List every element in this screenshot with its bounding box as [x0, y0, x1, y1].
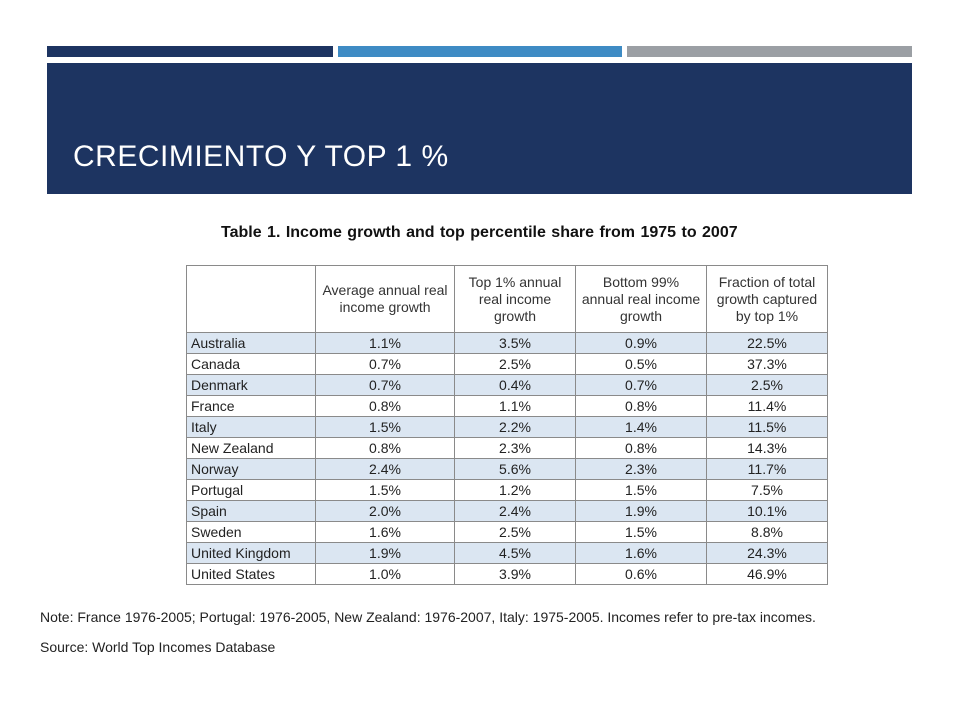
country-cell: Australia [186, 332, 316, 354]
top1-growth-cell: 1.2% [454, 479, 576, 501]
country-cell: Italy [186, 416, 316, 438]
table-row: Spain 2.0% 2.4% 1.9% 10.1% [186, 500, 828, 522]
bottom99-growth-cell: 1.5% [575, 521, 707, 543]
country-cell: France [186, 395, 316, 417]
slide-title: CRECIMIENTO Y TOP 1 % [73, 140, 449, 173]
top1-growth-cell: 1.1% [454, 395, 576, 417]
country-cell: United States [186, 563, 316, 585]
top1-growth-cell: 2.5% [454, 353, 576, 375]
table-header-row: Average annual real income growth Top 1%… [186, 265, 828, 333]
bottom99-growth-cell: 1.9% [575, 500, 707, 522]
average-growth-cell: 2.0% [315, 500, 455, 522]
fraction-top1-cell: 11.7% [706, 458, 828, 480]
title-band: CRECIMIENTO Y TOP 1 % [47, 63, 912, 194]
header-bottom99-growth: Bottom 99% annual real income growth [575, 265, 707, 333]
fraction-top1-cell: 2.5% [706, 374, 828, 396]
bottom99-growth-cell: 0.6% [575, 563, 707, 585]
accent-bar-blue [338, 46, 622, 57]
fraction-top1-cell: 11.5% [706, 416, 828, 438]
table-note: Note: France 1976-2005; Portugal: 1976-2… [40, 609, 816, 625]
table-row: Portugal 1.5% 1.2% 1.5% 7.5% [186, 479, 828, 501]
average-growth-cell: 0.8% [315, 437, 455, 459]
table-row: France 0.8% 1.1% 0.8% 11.4% [186, 395, 828, 417]
table-row: United States 1.0% 3.9% 0.6% 46.9% [186, 563, 828, 585]
top1-growth-cell: 2.3% [454, 437, 576, 459]
table-row: Italy 1.5% 2.2% 1.4% 11.5% [186, 416, 828, 438]
fraction-top1-cell: 46.9% [706, 563, 828, 585]
average-growth-cell: 1.9% [315, 542, 455, 564]
fraction-top1-cell: 10.1% [706, 500, 828, 522]
bottom99-growth-cell: 1.6% [575, 542, 707, 564]
top1-growth-cell: 2.2% [454, 416, 576, 438]
average-growth-cell: 1.5% [315, 479, 455, 501]
top1-growth-cell: 3.5% [454, 332, 576, 354]
fraction-top1-cell: 22.5% [706, 332, 828, 354]
bottom99-growth-cell: 1.4% [575, 416, 707, 438]
fraction-top1-cell: 14.3% [706, 437, 828, 459]
table-row: Sweden 1.6% 2.5% 1.5% 8.8% [186, 521, 828, 543]
table-caption: Table 1. Income growth and top percentil… [221, 224, 738, 241]
average-growth-cell: 0.8% [315, 395, 455, 417]
table-source: Source: World Top Incomes Database [40, 639, 276, 655]
bottom99-growth-cell: 2.3% [575, 458, 707, 480]
bottom99-growth-cell: 0.8% [575, 437, 707, 459]
country-cell: Norway [186, 458, 316, 480]
table-row: New Zealand 0.8% 2.3% 0.8% 14.3% [186, 437, 828, 459]
table-row: Denmark 0.7% 0.4% 0.7% 2.5% [186, 374, 828, 396]
average-growth-cell: 0.7% [315, 374, 455, 396]
average-growth-cell: 1.5% [315, 416, 455, 438]
average-growth-cell: 1.1% [315, 332, 455, 354]
country-cell: Canada [186, 353, 316, 375]
country-cell: Portugal [186, 479, 316, 501]
country-cell: New Zealand [186, 437, 316, 459]
header-fraction-top1: Fraction of total growth captured by top… [706, 265, 828, 333]
header-country [186, 265, 316, 333]
fraction-top1-cell: 8.8% [706, 521, 828, 543]
average-growth-cell: 2.4% [315, 458, 455, 480]
bottom99-growth-cell: 0.8% [575, 395, 707, 417]
country-cell: Spain [186, 500, 316, 522]
country-cell: Sweden [186, 521, 316, 543]
income-growth-table: Average annual real income growth Top 1%… [186, 265, 828, 585]
header-average-growth: Average annual real income growth [315, 265, 455, 333]
fraction-top1-cell: 37.3% [706, 353, 828, 375]
country-cell: United Kingdom [186, 542, 316, 564]
fraction-top1-cell: 7.5% [706, 479, 828, 501]
table-row: United Kingdom 1.9% 4.5% 1.6% 24.3% [186, 542, 828, 564]
accent-bar-gray [627, 46, 912, 57]
average-growth-cell: 1.6% [315, 521, 455, 543]
bottom99-growth-cell: 0.5% [575, 353, 707, 375]
table-row: Norway 2.4% 5.6% 2.3% 11.7% [186, 458, 828, 480]
average-growth-cell: 1.0% [315, 563, 455, 585]
fraction-top1-cell: 24.3% [706, 542, 828, 564]
bottom99-growth-cell: 1.5% [575, 479, 707, 501]
header-top1-growth: Top 1% annual real income growth [454, 265, 576, 333]
top1-growth-cell: 3.9% [454, 563, 576, 585]
table-row: Canada 0.7% 2.5% 0.5% 37.3% [186, 353, 828, 375]
top1-growth-cell: 2.4% [454, 500, 576, 522]
top1-growth-cell: 2.5% [454, 521, 576, 543]
accent-bar-navy [47, 46, 333, 57]
bottom99-growth-cell: 0.9% [575, 332, 707, 354]
table-row: Australia 1.1% 3.5% 0.9% 22.5% [186, 332, 828, 354]
average-growth-cell: 0.7% [315, 353, 455, 375]
top1-growth-cell: 0.4% [454, 374, 576, 396]
top1-growth-cell: 4.5% [454, 542, 576, 564]
bottom99-growth-cell: 0.7% [575, 374, 707, 396]
fraction-top1-cell: 11.4% [706, 395, 828, 417]
top1-growth-cell: 5.6% [454, 458, 576, 480]
country-cell: Denmark [186, 374, 316, 396]
